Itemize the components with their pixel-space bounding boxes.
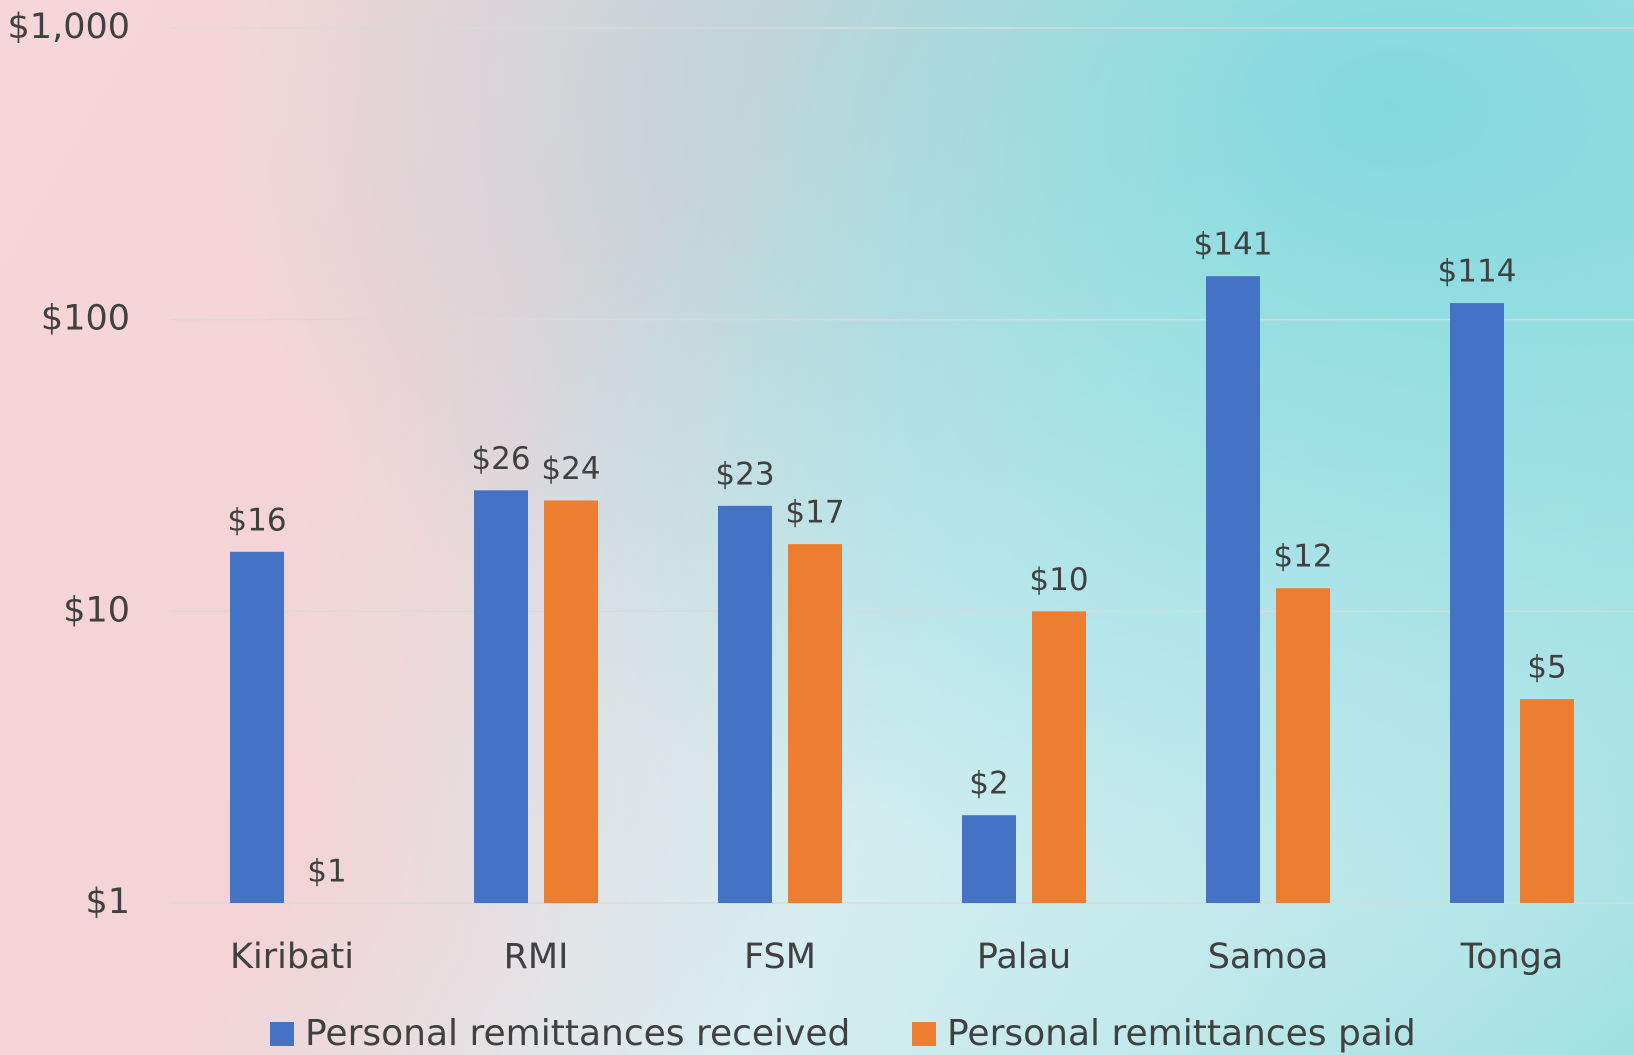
value-label: $5 — [1527, 650, 1566, 686]
bar — [1450, 303, 1504, 903]
y-tick-label: $100 — [41, 299, 130, 339]
value-label: $2 — [969, 766, 1008, 802]
value-label: $23 — [715, 456, 774, 492]
bar — [788, 544, 842, 903]
value-label: $16 — [227, 502, 286, 538]
x-tick-label: Tonga — [1460, 937, 1564, 977]
value-label: $1 — [307, 854, 346, 890]
value-label: $12 — [1273, 539, 1332, 575]
y-tick-label: $10 — [63, 590, 130, 630]
bar — [474, 490, 528, 903]
x-tick-label: Kiribati — [230, 937, 354, 977]
bar — [544, 500, 598, 903]
value-label: $17 — [785, 495, 844, 531]
bar — [1520, 699, 1574, 903]
bar — [718, 505, 772, 903]
bar — [1032, 611, 1086, 903]
legend-swatch — [912, 1022, 936, 1046]
value-label: $141 — [1194, 227, 1273, 263]
y-tick-label: $1 — [85, 882, 130, 922]
bar — [1206, 276, 1260, 904]
x-tick-label: Palau — [977, 937, 1071, 977]
x-tick-label: Samoa — [1208, 937, 1329, 977]
x-tick-label: FSM — [744, 937, 816, 977]
y-tick-label: $1,000 — [8, 7, 130, 47]
value-label: $114 — [1438, 254, 1517, 290]
legend-label: Personal remittances paid — [947, 1013, 1416, 1054]
value-label: $10 — [1029, 562, 1088, 598]
bar — [962, 815, 1016, 903]
legend-swatch — [270, 1022, 294, 1046]
bar — [1276, 588, 1330, 903]
value-label: $26 — [471, 441, 530, 477]
x-tick-label: RMI — [504, 937, 569, 977]
bar — [230, 551, 284, 903]
value-label: $24 — [541, 451, 600, 487]
legend-label: Personal remittances received — [305, 1013, 850, 1054]
